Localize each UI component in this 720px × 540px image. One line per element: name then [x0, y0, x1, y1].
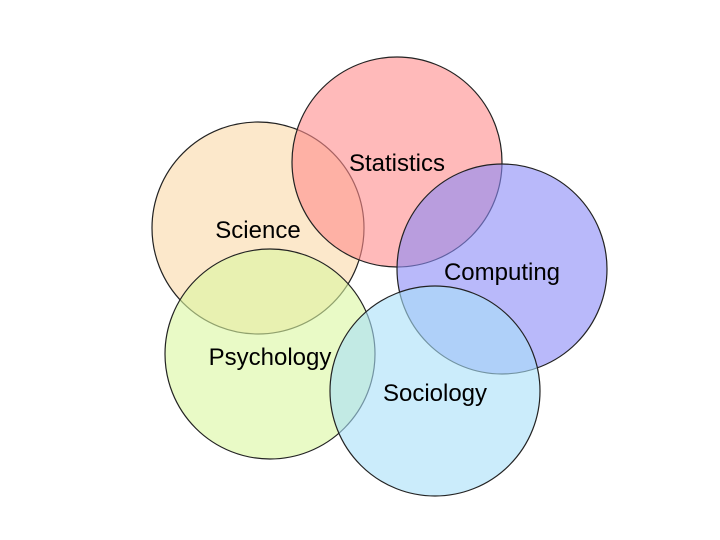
computing-label: Computing	[444, 259, 560, 286]
labels-layer: Science Statistics Computing Psychology …	[209, 150, 560, 407]
circles-layer	[151, 56, 608, 497]
science-label: Science	[215, 217, 300, 244]
sociology-label: Sociology	[383, 380, 487, 407]
sociology-circle	[329, 285, 541, 497]
psychology-label: Psychology	[209, 344, 332, 371]
statistics-label: Statistics	[349, 150, 445, 177]
